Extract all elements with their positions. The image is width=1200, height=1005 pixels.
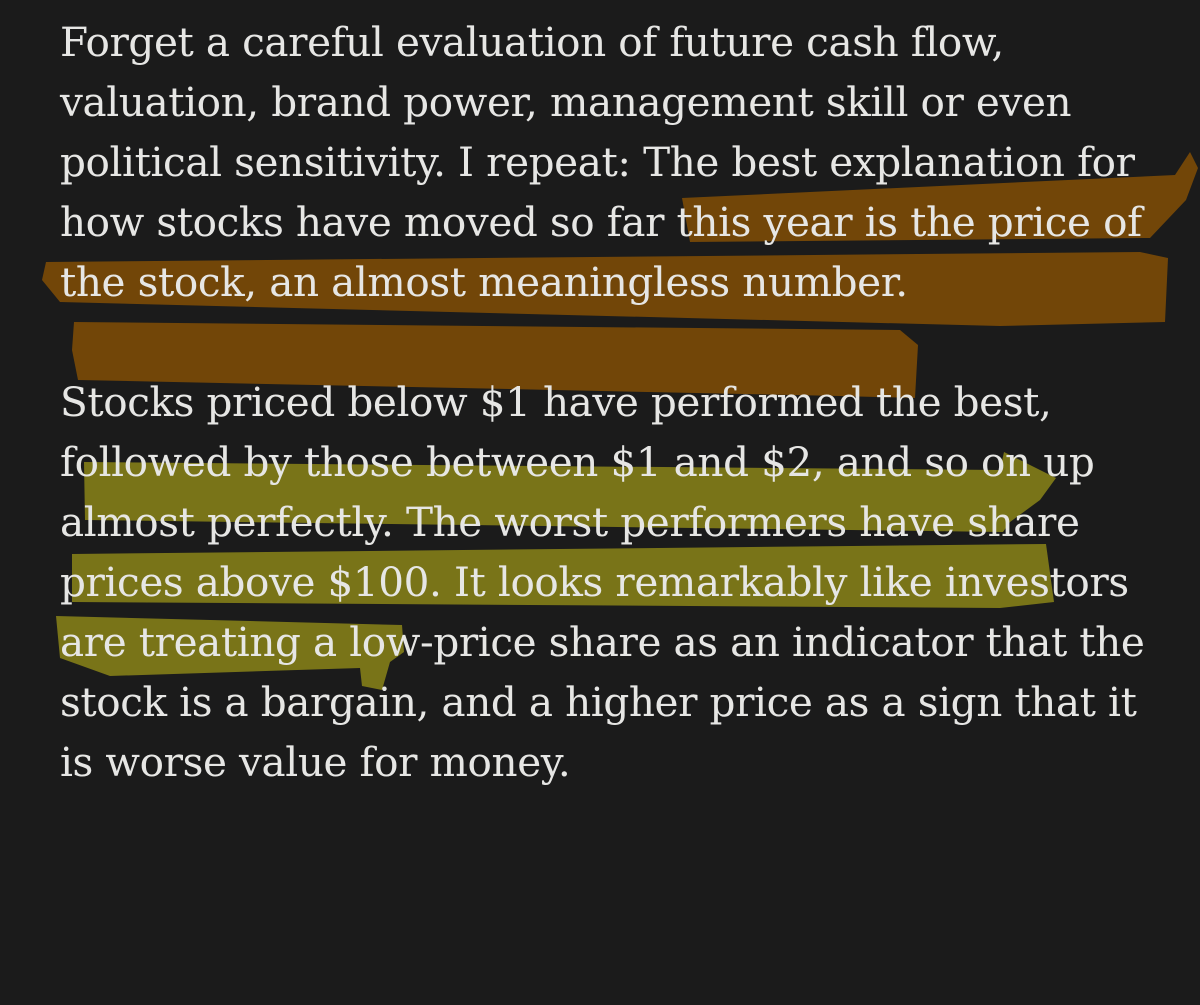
paragraph-1: Forget a careful evaluation of future ca… bbox=[60, 12, 1180, 312]
text-line: prices above $100. It looks remarkably l… bbox=[60, 558, 1129, 606]
paragraph-2: Stocks priced below $1 have performed th… bbox=[60, 372, 1180, 792]
text-line: how stocks have moved so far this year i… bbox=[60, 198, 1142, 246]
text-line: are treating a low-price share as an ind… bbox=[60, 618, 1145, 666]
paragraph-spacer bbox=[60, 312, 1180, 372]
text-line: almost perfectly. The worst performers h… bbox=[60, 498, 1080, 546]
text-line: Stocks priced below $1 have performed th… bbox=[60, 378, 1052, 426]
text-line: political sensitivity. I repeat: The bes… bbox=[60, 138, 1135, 186]
article-body: Forget a careful evaluation of future ca… bbox=[60, 12, 1180, 792]
text-line: followed by those between $1 and $2, and… bbox=[60, 438, 1095, 486]
text-line: the stock, an almost meaningless number. bbox=[60, 258, 908, 306]
text-line: is worse value for money. bbox=[60, 738, 571, 786]
text-line: Forget a careful evaluation of future ca… bbox=[60, 18, 1004, 66]
text-line: stock is a bargain, and a higher price a… bbox=[60, 678, 1137, 726]
text-line: valuation, brand power, management skill… bbox=[60, 78, 1072, 126]
